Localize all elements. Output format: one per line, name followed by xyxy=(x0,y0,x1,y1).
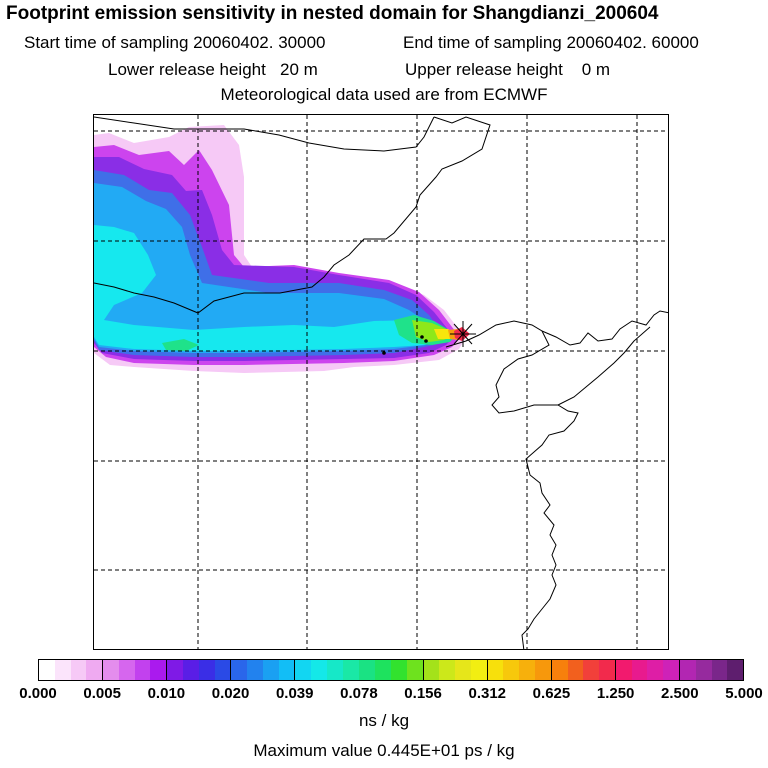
colorbar-step xyxy=(647,660,664,680)
colorbar-step xyxy=(214,660,231,680)
colorbar-step xyxy=(519,660,535,680)
footprint-green-patch xyxy=(162,339,199,351)
colorbar-step xyxy=(150,660,167,680)
colorbar-step xyxy=(295,660,312,680)
colorbar-tick-label: 0.000 xyxy=(19,685,57,702)
colorbar-step xyxy=(231,660,248,680)
border-line xyxy=(94,116,435,152)
colorbar-segment xyxy=(359,660,424,680)
colorbar-step xyxy=(535,660,551,680)
colorbar xyxy=(38,659,744,681)
colorbar-tick-label: 0.156 xyxy=(404,685,442,702)
colorbar-segment xyxy=(487,660,552,680)
colorbar-tick-label: 2.500 xyxy=(661,685,699,702)
colorbar-step xyxy=(326,660,343,680)
colorbar-segment xyxy=(679,660,743,680)
colorbar-step xyxy=(439,660,456,680)
colorbar-tick-label: 0.020 xyxy=(211,685,250,702)
coastlines-borders xyxy=(94,116,668,649)
colorbar-step xyxy=(375,660,392,680)
colorbar-step xyxy=(70,660,87,680)
colorbar-segment xyxy=(295,660,360,680)
trajectory-dot xyxy=(420,335,424,339)
colorbar-tick-label: 5.000 xyxy=(725,685,763,702)
colorbar-step xyxy=(391,660,407,680)
colorbar-step xyxy=(455,660,471,680)
footprint-lightblue-layer xyxy=(94,183,436,353)
colorbar-step xyxy=(423,660,440,680)
colorbar-step xyxy=(103,660,119,680)
colorbar-step xyxy=(567,660,584,680)
colorbar-step xyxy=(487,660,504,680)
border-line xyxy=(94,116,491,314)
met-data-label: Meteorological data used are from ECMWF xyxy=(220,85,548,104)
colorbar-segment xyxy=(103,660,168,680)
colorbar-step xyxy=(311,660,327,680)
colorbar-step xyxy=(406,660,423,680)
colorbar-step xyxy=(711,660,728,680)
colorbar-step xyxy=(727,660,743,680)
colorbar-step xyxy=(278,660,295,680)
graticule xyxy=(94,115,668,649)
colorbar-segment xyxy=(167,660,232,680)
colorbar-step xyxy=(262,660,279,680)
coastline xyxy=(557,326,651,406)
colorbar-step xyxy=(695,660,712,680)
trajectory-dot xyxy=(424,339,428,343)
colorbar-step xyxy=(663,660,679,680)
coastline xyxy=(541,310,668,346)
end-time-label: End time of sampling 20060402. 60000 xyxy=(403,33,699,52)
colorbar-step xyxy=(583,660,600,680)
colorbar-segment xyxy=(423,660,488,680)
colorbar-units-label: ns / kg xyxy=(358,711,410,730)
colorbar-step xyxy=(86,660,103,680)
colorbar-tick-label: 0.312 xyxy=(468,685,507,702)
footprint-map xyxy=(93,114,669,650)
colorbar-tick-label: 1.250 xyxy=(596,685,635,702)
footprint-cyan-layer xyxy=(94,225,439,351)
colorbar-tick-label: 0.005 xyxy=(83,685,121,702)
map-canvas xyxy=(94,115,668,649)
colorbar-step xyxy=(198,660,215,680)
colorbar-step xyxy=(615,660,632,680)
colorbar-step xyxy=(39,660,55,680)
coastline xyxy=(445,320,579,649)
emission-footprint xyxy=(94,125,470,373)
upper-release-height-label: Upper release height 0 m xyxy=(405,60,611,79)
colorbar-step xyxy=(118,660,135,680)
colorbar-step xyxy=(342,660,359,680)
colorbar-step xyxy=(470,660,487,680)
colorbar-tick-label: 0.010 xyxy=(147,685,186,702)
colorbar-tick-label: 0.078 xyxy=(340,685,378,702)
colorbar-step xyxy=(359,660,376,680)
map-title: Footprint emission sensitivity in nested… xyxy=(6,3,659,24)
maximum-value-label: Maximum value 0.445E+01 ps / kg xyxy=(253,741,515,760)
lower-release-height-label: Lower release height 20 m xyxy=(108,60,318,79)
colorbar-segment xyxy=(231,660,296,680)
trajectory-dot xyxy=(382,351,386,355)
colorbar-segment xyxy=(615,660,680,680)
colorbar-step xyxy=(679,660,696,680)
colorbar-step xyxy=(54,660,71,680)
colorbar-segment xyxy=(39,660,104,680)
colorbar-tick-label: 0.625 xyxy=(532,685,571,702)
colorbar-step xyxy=(631,660,648,680)
colorbar-segment xyxy=(551,660,616,680)
colorbar-step xyxy=(247,660,263,680)
receptor-star-marker xyxy=(450,321,476,347)
colorbar-step xyxy=(134,660,151,680)
start-time-label: Start time of sampling 20060402. 30000 xyxy=(24,33,326,52)
colorbar-tick-label: 0.039 xyxy=(275,685,314,702)
colorbar-step xyxy=(182,660,199,680)
tracer-dots xyxy=(382,335,428,355)
colorbar-step xyxy=(551,660,568,680)
colorbar-step xyxy=(167,660,183,680)
colorbar-step xyxy=(599,660,615,680)
colorbar-step xyxy=(503,660,520,680)
